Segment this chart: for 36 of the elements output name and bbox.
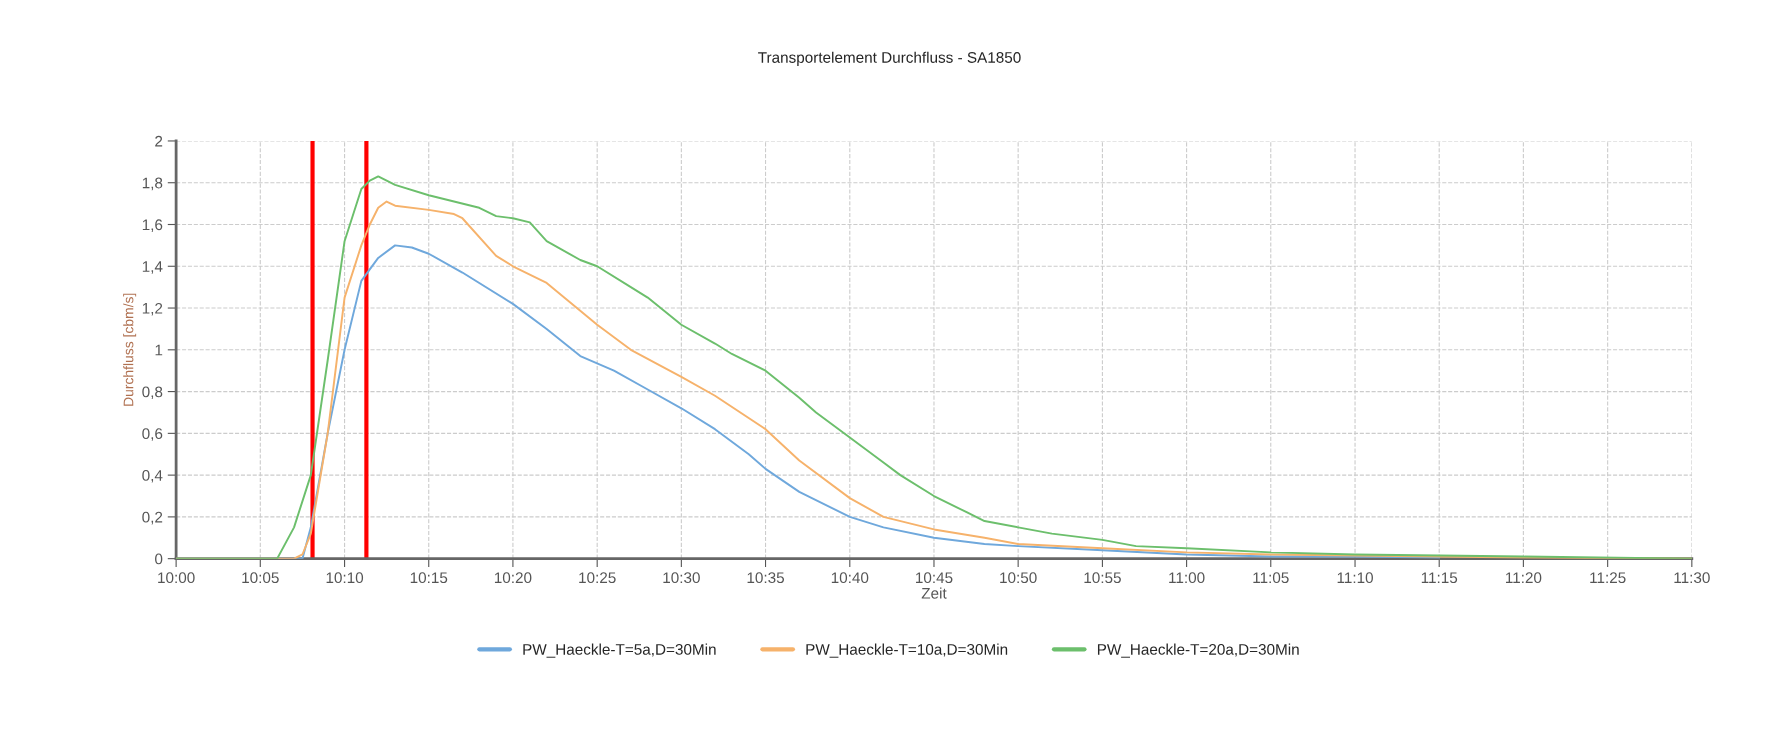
x-tick-label: 10:45: [916, 572, 953, 584]
x-tick-label: 10:05: [242, 572, 279, 584]
x-tick-label: 10:30: [663, 572, 700, 584]
y-tick-label: 1,8: [142, 177, 163, 191]
chart-title: Transportelement Durchfluss - SA1850: [758, 51, 1021, 66]
x-tick-label: 10:55: [1084, 572, 1121, 584]
legend-label: PW_Haeckle-T=5a,D=30Min: [523, 643, 716, 658]
y-tick-label: 0,8: [142, 386, 163, 400]
legend-label: PW_Haeckle-T=20a,D=30Min: [1097, 643, 1299, 658]
x-axis-title: Zeit: [921, 587, 947, 599]
y-tick-label: 2: [155, 135, 163, 147]
x-tick-label: 10:40: [831, 572, 869, 584]
x-tick-label: 10:15: [410, 572, 448, 584]
y-tick-label: 0,6: [142, 428, 163, 441]
y-axis-title: Durchfluss [cbm/s]: [123, 293, 137, 406]
x-tick-label: 10:35: [747, 572, 785, 584]
x-tick-label: 11:05: [1253, 572, 1289, 584]
x-tick-label: 10:50: [1000, 572, 1037, 584]
x-tick-label: 11:15: [1421, 572, 1458, 584]
y-tick-label: 0,2: [142, 511, 163, 525]
x-tick-label: 10:10: [326, 572, 364, 584]
y-tick-label: 1,2: [142, 302, 163, 316]
y-tick-label: 0: [155, 553, 163, 565]
x-tick-label: 11:20: [1506, 572, 1542, 584]
legend-label: PW_Haeckle-T=10a,D=30Min: [806, 643, 1008, 658]
y-tick-label: 1,4: [142, 261, 163, 274]
x-tick-label: 10:00: [158, 572, 195, 584]
x-tick-label: 11:25: [1590, 572, 1626, 584]
x-tick-label: 11:30: [1674, 572, 1710, 584]
y-tick-label: 1: [155, 344, 163, 356]
x-tick-label: 11:00: [1169, 572, 1205, 584]
y-tick-label: 0,4: [142, 469, 163, 483]
x-tick-label: 10:20: [494, 572, 532, 584]
y-tick-label: 1,6: [142, 219, 163, 232]
x-tick-label: 11:10: [1337, 572, 1373, 584]
x-tick-label: 10:25: [579, 572, 616, 584]
